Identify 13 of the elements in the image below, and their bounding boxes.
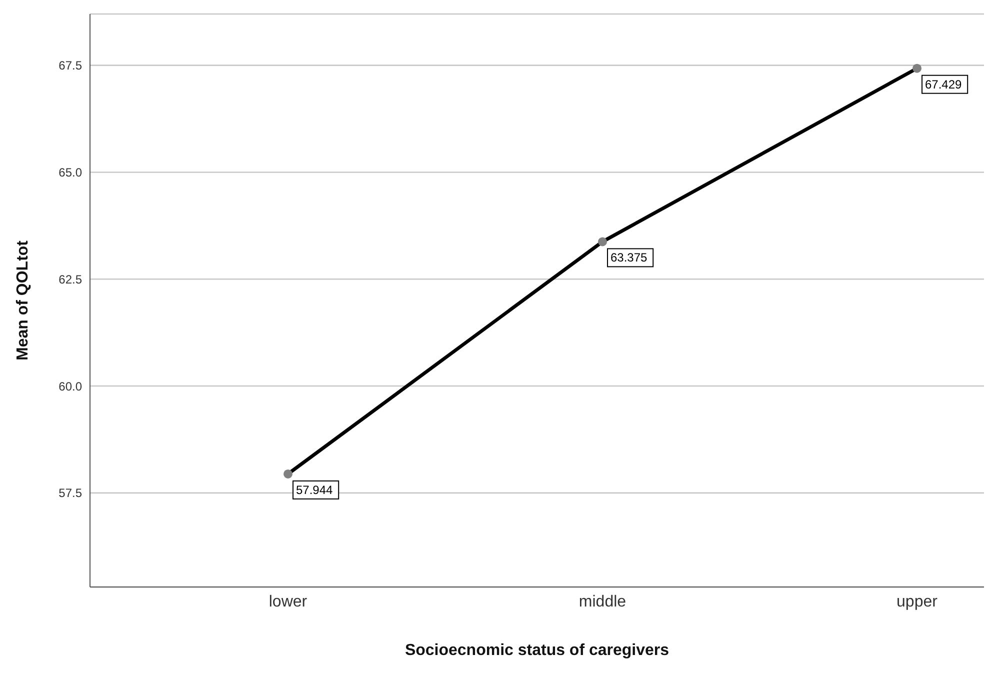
y-tick-label: 60.0 — [58, 379, 82, 394]
y-tick-label: 57.5 — [58, 486, 82, 500]
y-tick-label: 67.5 — [58, 58, 82, 73]
data-label: 67.429 — [925, 77, 962, 92]
x-tick-label: middle — [578, 593, 626, 610]
x-tick-label: upper — [896, 593, 938, 610]
x-tick-label: lower — [268, 593, 308, 610]
data-label: 63.375 — [610, 250, 648, 265]
data-label: 57.944 — [296, 482, 334, 497]
y-tick-label: 65.0 — [58, 165, 82, 180]
y-tick-label: 62.5 — [58, 272, 82, 286]
y-axis-title: Mean of QOLtot — [14, 240, 32, 360]
x-axis-title: Socioecnomic status of caregivers — [404, 642, 670, 659]
